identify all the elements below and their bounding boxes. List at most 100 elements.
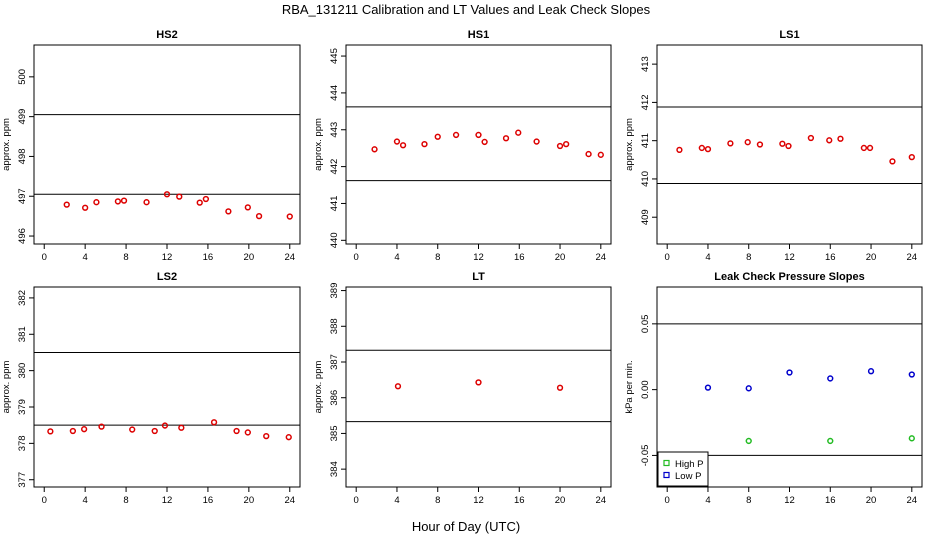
plot-frame — [33, 286, 301, 488]
data-point — [826, 137, 833, 144]
legend-swatch — [663, 459, 670, 467]
chart-panel-5: LT approx. ppm 0 4 8 12 16 20 24 384 385 386 387 388 3… — [313, 271, 612, 506]
data-point-low-p — [786, 369, 793, 376]
data-point — [597, 151, 604, 158]
x-tick-label: 8 — [123, 495, 128, 506]
x-tick-label: 4 — [83, 252, 88, 263]
y-tick-label: 386 — [329, 390, 340, 406]
data-point-high-p — [908, 435, 915, 442]
data-point — [475, 131, 482, 139]
x-tick-label: 24 — [907, 252, 918, 263]
y-tick-label: 500 — [17, 69, 28, 85]
y-tick-label: 381 — [17, 326, 28, 342]
x-tick-label: 16 — [203, 252, 214, 263]
y-tick-label: 498 — [17, 149, 28, 165]
data-point — [837, 135, 844, 142]
x-tick-label: 20 — [866, 495, 877, 506]
y-tick-label: 441 — [329, 196, 340, 212]
y-tick-label: 443 — [329, 122, 340, 138]
data-point — [727, 140, 734, 147]
plot-frame — [345, 286, 612, 488]
y-tick-label: 384 — [329, 461, 340, 477]
x-tick-label: 4 — [394, 252, 399, 263]
x-tick-label: 8 — [123, 252, 128, 263]
y-tick-label: 442 — [329, 159, 340, 175]
data-point — [143, 199, 150, 206]
y-axis-label: approx. ppm — [1, 361, 12, 414]
y-tick-label: -0.05 — [640, 445, 651, 467]
panel-title: Leak Check Pressure Slopes — [714, 271, 864, 283]
data-point — [533, 138, 540, 145]
x-tick-label: 12 — [162, 495, 173, 506]
data-point — [393, 138, 401, 145]
data-point — [779, 140, 786, 147]
x-tick-label: 20 — [244, 252, 255, 263]
data-point-low-p — [704, 384, 712, 391]
x-tick-label: 4 — [394, 495, 399, 506]
x-tick-label: 24 — [907, 495, 918, 506]
x-tick-label: 16 — [514, 252, 525, 263]
x-tick-label: 12 — [162, 252, 173, 263]
data-point — [556, 142, 564, 150]
x-tick-label: 0 — [354, 252, 359, 263]
data-point — [244, 204, 251, 211]
legend-box — [657, 451, 709, 487]
data-point-high-p — [745, 437, 752, 445]
chart-panel-6: Leak Check Pressure Slopes kPa per min. 0 4… — [624, 271, 923, 506]
data-point — [210, 419, 218, 426]
x-tick-label: 0 — [42, 495, 47, 506]
data-point — [285, 434, 292, 441]
legend-label: High P — [675, 459, 704, 470]
chart-panel-2: HS1 approx. ppm 0 4 8 12 16 20 24 440 441 442 443 444… — [313, 29, 612, 263]
data-point — [515, 129, 522, 136]
data-point-low-p — [827, 375, 834, 382]
y-tick-label: 409 — [640, 209, 651, 225]
y-tick-label: 388 — [329, 318, 340, 334]
x-tick-label: 16 — [203, 495, 214, 506]
x-tick-label: 16 — [825, 252, 836, 263]
data-point — [698, 144, 705, 152]
y-axis-label: kPa per min. — [624, 360, 635, 413]
data-point — [371, 146, 378, 153]
data-point — [563, 140, 570, 148]
x-tick-label: 20 — [555, 495, 566, 506]
data-point — [202, 195, 210, 203]
x-tick-label: 8 — [746, 495, 751, 506]
x-tick-label: 8 — [435, 252, 440, 263]
x-tick-label: 0 — [665, 495, 670, 506]
data-point — [556, 384, 564, 391]
data-point — [860, 144, 868, 152]
y-tick-label: 412 — [640, 94, 651, 110]
y-tick-label: 385 — [329, 425, 340, 441]
x-tick-label: 16 — [825, 495, 836, 506]
data-point — [475, 379, 482, 386]
data-point — [82, 204, 89, 211]
data-point — [178, 424, 185, 431]
panel-title: LT — [472, 271, 485, 283]
y-tick-label: 445 — [329, 48, 340, 64]
data-point — [98, 423, 105, 430]
data-point-low-p — [745, 385, 752, 392]
data-point — [263, 432, 270, 440]
data-point — [394, 383, 402, 390]
chart-panel-3: LS1 approx. ppm 0 4 8 12 16 20 24 409 410 411 412 413 — [624, 29, 923, 263]
figure-xlabel: Hour of Day (UTC) — [412, 519, 520, 534]
data-point — [421, 140, 428, 148]
x-tick-label: 4 — [83, 495, 88, 506]
data-point — [129, 426, 136, 433]
x-tick-label: 24 — [596, 495, 607, 506]
y-axis-label: approx. ppm — [1, 118, 12, 171]
panel-grid: HS2 approx. ppm 0 4 8 12 16 20 24 496 497 498 499 500… — [1, 29, 923, 506]
x-tick-label: 4 — [705, 495, 710, 506]
data-point — [233, 427, 240, 435]
x-tick-label: 12 — [473, 495, 484, 506]
y-tick-label: 379 — [17, 399, 28, 415]
y-tick-label: 387 — [329, 354, 340, 370]
data-point — [47, 428, 54, 435]
y-tick-label: 380 — [17, 363, 28, 379]
data-point — [889, 158, 896, 165]
y-tick-label: 410 — [640, 171, 651, 187]
x-tick-label: 16 — [514, 495, 525, 506]
data-point — [756, 141, 764, 148]
